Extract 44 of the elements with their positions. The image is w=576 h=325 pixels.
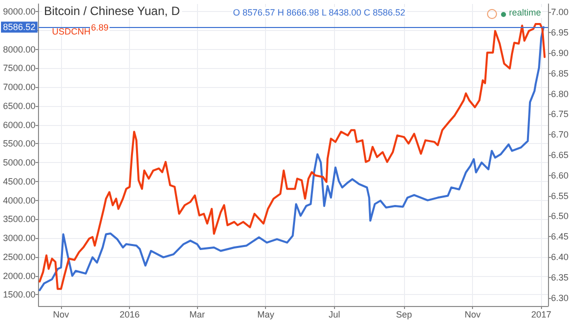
y2-tick-label: 6.40 bbox=[551, 252, 569, 262]
annotation: 6.89 bbox=[91, 22, 109, 32]
y-tick-label: 8000.00 bbox=[2, 44, 36, 54]
x-tick-label: Nov bbox=[464, 310, 482, 320]
annotation: realtime bbox=[509, 8, 542, 18]
x-tick-label: Sep bbox=[396, 310, 412, 320]
y-tick-label: 7500.00 bbox=[2, 63, 36, 74]
chart-title: Bitcoin / Chinese Yuan, D bbox=[44, 4, 180, 18]
y2-tick-label: 6.95 bbox=[551, 28, 569, 38]
y-tick-label: 4000.00 bbox=[2, 195, 36, 206]
y-tick-label: 6500.00 bbox=[2, 100, 36, 111]
y-tick-label: 3000.00 bbox=[2, 233, 36, 244]
y-tick-label: 9000.00 bbox=[2, 6, 36, 17]
ref-line-label: 8586.52 bbox=[2, 22, 36, 32]
y-tick-label: 5000.00 bbox=[2, 158, 36, 168]
y-tick-label: 4500.00 bbox=[2, 176, 36, 186]
x-tick-label: Jul bbox=[328, 310, 340, 320]
y-tick-label: 2000.00 bbox=[2, 270, 36, 281]
y2-tick-label: 6.50 bbox=[551, 211, 569, 222]
y2-tick-label: 6.80 bbox=[551, 88, 569, 99]
y2-tick-label: 6.30 bbox=[551, 292, 569, 303]
y-tick-label: 5500.00 bbox=[2, 138, 36, 149]
y-tick-label: 7000.00 bbox=[2, 82, 36, 92]
y2-tick-label: 6.85 bbox=[551, 68, 569, 78]
text: USDCNH bbox=[52, 26, 91, 36]
y2-tick-label: 6.90 bbox=[551, 48, 569, 58]
x-tick-label: 2017 bbox=[531, 310, 552, 320]
y-tick-label: 3500.00 bbox=[2, 214, 36, 224]
y-tick-label: 2500.00 bbox=[2, 252, 36, 262]
x-tick-label: Nov bbox=[53, 310, 70, 320]
y2-tick-label: 6.65 bbox=[551, 150, 569, 160]
x-tick-label: May bbox=[257, 310, 275, 320]
x-tick-label: 2016 bbox=[120, 310, 140, 320]
y-tick-label: 1500.00 bbox=[2, 290, 36, 300]
y2-tick-label: 6.35 bbox=[551, 272, 569, 282]
y2-tick-label: 6.55 bbox=[551, 190, 569, 201]
x-tick-label: Mar bbox=[189, 310, 205, 320]
y2-tick-label: 6.45 bbox=[551, 232, 569, 242]
y2-tick-label: 7.00 bbox=[551, 7, 569, 18]
y2-tick-label: 6.70 bbox=[551, 130, 569, 140]
annotation: O 8576.57 H 8666.98 L 8438.00 C 8586.52 bbox=[233, 8, 406, 18]
y2-tick-label: 6.75 bbox=[551, 109, 569, 120]
y-tick-label: 6000.00 bbox=[2, 120, 36, 130]
y2-tick-label: 6.60 bbox=[551, 170, 569, 180]
